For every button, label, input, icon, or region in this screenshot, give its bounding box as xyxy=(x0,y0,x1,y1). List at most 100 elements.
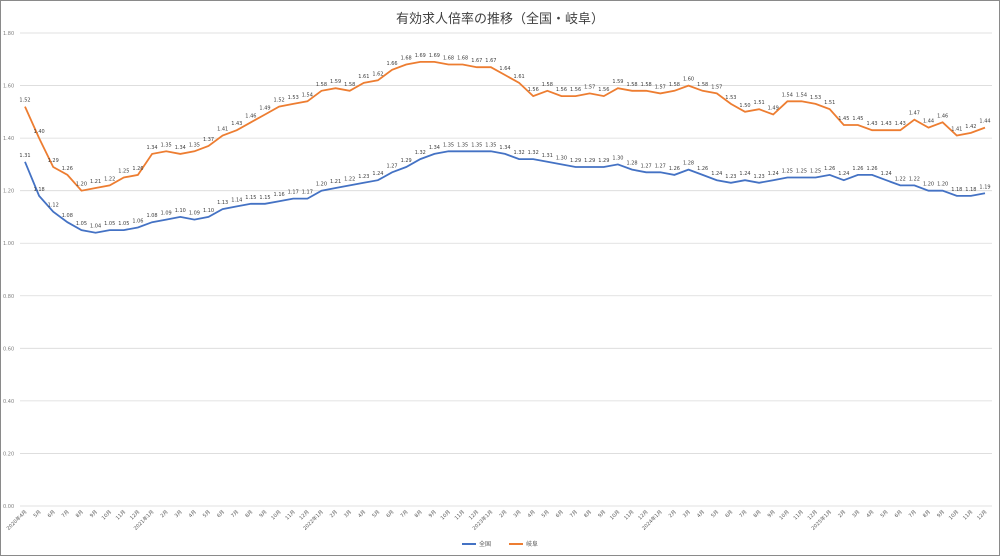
data-label: 1.54 xyxy=(302,92,313,98)
data-label: 1.35 xyxy=(161,142,172,148)
data-label: 1.45 xyxy=(838,116,849,122)
chart-legend: 全国 岐阜 xyxy=(0,539,1000,548)
data-label: 1.21 xyxy=(330,179,341,185)
y-tick-label: 1.40 xyxy=(3,136,14,142)
legend-swatch-gifu xyxy=(509,542,523,545)
data-label: 1.67 xyxy=(471,58,482,64)
x-tick-label: 8月 xyxy=(414,509,424,519)
series-line-gifu xyxy=(24,61,986,192)
x-tick-label: 9月 xyxy=(936,509,946,519)
data-label: 1.25 xyxy=(782,169,793,175)
data-label: 1.40 xyxy=(34,129,45,135)
y-tick-label: 0.20 xyxy=(3,451,14,457)
data-label: 1.57 xyxy=(655,84,666,90)
data-label: 1.08 xyxy=(146,213,157,219)
data-label: 1.26 xyxy=(866,166,877,172)
data-label: 1.57 xyxy=(711,84,722,90)
x-tick-label: 2020年4月 xyxy=(5,508,28,531)
data-label: 1.34 xyxy=(146,145,157,151)
data-label: 1.68 xyxy=(443,56,454,62)
x-tick-label: 6月 xyxy=(724,509,734,519)
x-tick-label: 2月 xyxy=(329,509,339,519)
legend-label-national: 全国 xyxy=(478,541,491,548)
data-label: 1.43 xyxy=(231,121,242,127)
data-label: 1.43 xyxy=(881,121,892,127)
data-label: 1.35 xyxy=(471,142,482,148)
data-label: 1.19 xyxy=(979,184,990,190)
x-tick-label: 5月 xyxy=(202,509,212,519)
x-tick-label: 4月 xyxy=(865,509,875,519)
data-label: 1.24 xyxy=(881,171,892,177)
data-label: 1.29 xyxy=(570,158,581,164)
data-label: 1.29 xyxy=(584,158,595,164)
data-label: 1.54 xyxy=(782,92,793,98)
data-label: 1.24 xyxy=(768,171,779,177)
data-label: 1.35 xyxy=(189,142,200,148)
x-tick-label: 10月 xyxy=(440,509,452,521)
data-label: 1.27 xyxy=(386,163,397,169)
y-tick-label: 1.20 xyxy=(3,189,14,195)
data-label: 1.46 xyxy=(937,113,948,119)
data-label: 1.46 xyxy=(245,113,256,119)
data-label: 1.58 xyxy=(626,82,637,88)
data-label: 1.58 xyxy=(316,82,327,88)
data-label: 1.12 xyxy=(48,203,59,209)
data-label: 1.35 xyxy=(443,142,454,148)
x-tick-label: 10月 xyxy=(101,509,113,521)
x-tick-label: 11月 xyxy=(793,509,805,521)
x-tick-label: 5月 xyxy=(880,509,890,519)
data-label: 1.51 xyxy=(754,100,765,106)
data-label: 1.62 xyxy=(372,71,383,77)
x-tick-label: 3月 xyxy=(174,509,184,519)
data-label: 1.20 xyxy=(76,182,87,188)
data-label: 1.20 xyxy=(316,182,327,188)
data-label: 1.26 xyxy=(697,166,708,172)
legend-label-gifu: 岐阜 xyxy=(526,541,539,548)
data-label: 1.47 xyxy=(909,111,920,117)
data-label: 1.58 xyxy=(542,82,553,88)
x-tick-label: 2月 xyxy=(837,509,847,519)
data-label: 1.17 xyxy=(302,190,313,196)
data-label: 1.59 xyxy=(330,79,341,85)
data-label: 1.14 xyxy=(231,197,242,203)
x-tick-label: 7月 xyxy=(908,509,918,519)
data-label: 1.42 xyxy=(965,124,976,130)
data-label: 1.61 xyxy=(358,74,369,80)
data-label: 1.56 xyxy=(598,87,609,93)
data-label: 1.31 xyxy=(19,153,30,159)
x-tick-label: 4月 xyxy=(357,509,367,519)
data-label: 1.05 xyxy=(104,221,115,227)
legend-swatch-national xyxy=(461,542,476,545)
y-tick-label: 0.40 xyxy=(3,399,14,405)
data-label: 1.32 xyxy=(415,150,426,156)
data-label: 1.57 xyxy=(584,84,595,90)
y-tick-label: 0.80 xyxy=(3,294,14,300)
data-label: 1.34 xyxy=(499,145,510,151)
x-tick-label: 8月 xyxy=(75,509,85,519)
data-label: 1.26 xyxy=(852,166,863,172)
data-label: 1.35 xyxy=(457,142,468,148)
data-label: 1.29 xyxy=(401,158,412,164)
x-tick-label: 3月 xyxy=(851,509,861,519)
x-tick-label: 3月 xyxy=(512,509,522,519)
x-tick-label: 4月 xyxy=(527,509,537,519)
data-label: 1.68 xyxy=(401,56,412,62)
series-line-national xyxy=(24,150,986,234)
x-tick-label: 7月 xyxy=(400,509,410,519)
legend-item-national: 全国 xyxy=(461,539,491,548)
data-label: 1.25 xyxy=(118,169,129,175)
data-label: 1.66 xyxy=(386,61,397,67)
data-label: 1.32 xyxy=(528,150,539,156)
data-label: 1.20 xyxy=(937,182,948,188)
data-label: 1.29 xyxy=(598,158,609,164)
x-tick-label: 9月 xyxy=(258,509,268,519)
data-label: 1.54 xyxy=(796,92,807,98)
data-label: 1.08 xyxy=(62,213,73,219)
y-tick-label: 0.60 xyxy=(3,346,14,352)
data-label: 1.06 xyxy=(132,218,143,224)
x-tick-label: 11月 xyxy=(284,509,296,521)
data-label: 1.21 xyxy=(90,179,101,185)
data-label: 1.68 xyxy=(457,56,468,62)
